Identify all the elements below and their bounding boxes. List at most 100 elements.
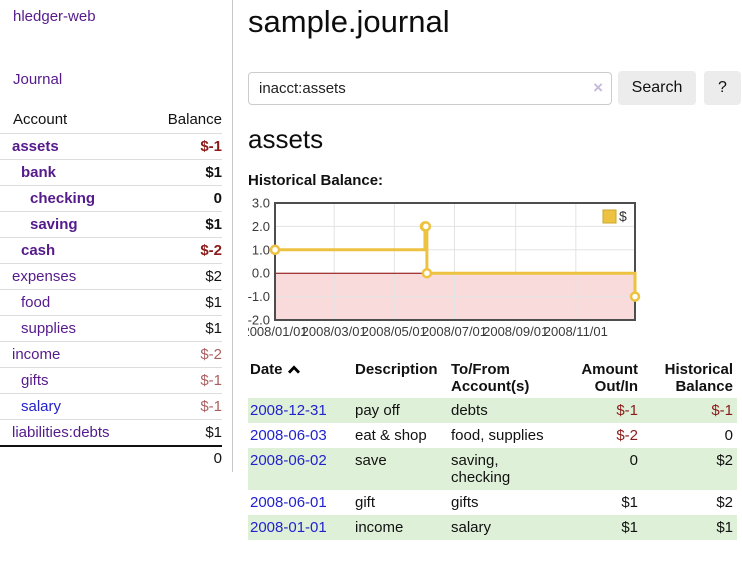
chart-title: Historical Balance: bbox=[248, 172, 384, 189]
x-axis-tick-label: 2008/05/01 bbox=[362, 324, 427, 339]
y-axis-tick-label: -2.0 bbox=[248, 313, 270, 328]
register-date-cell: 2008-06-02 bbox=[248, 448, 353, 490]
register-description-cell: income bbox=[355, 519, 404, 536]
register-date-cell: 2008-06-01 bbox=[248, 490, 353, 515]
register-balance-cell: $2 bbox=[716, 452, 733, 469]
account-name-cell: expenses bbox=[0, 263, 149, 290]
legend-label: $ bbox=[619, 208, 627, 224]
register-amount-cell: $-1 bbox=[616, 402, 638, 419]
account-balance: $-2 bbox=[148, 341, 222, 368]
accounts-header-balance: Balance bbox=[167, 111, 222, 128]
account-name-cell: salary bbox=[0, 393, 149, 420]
register-accounts-cell: debts bbox=[451, 402, 488, 419]
account-name-cell: gifts bbox=[0, 367, 149, 394]
x-axis-tick-label: 2008/03/01 bbox=[302, 324, 367, 339]
register-description-cell: pay off bbox=[355, 402, 400, 419]
register-amount-cell: $1 bbox=[621, 519, 638, 536]
sidebar-item-journal[interactable]: Journal bbox=[13, 71, 63, 88]
accounts-header-account: Account bbox=[13, 111, 68, 128]
data-point bbox=[269, 244, 281, 256]
chart-svg: $3.0 2.0 1.0 0.0 -1.0 -2.02008/01/012008/03/0… bbox=[242, 196, 641, 339]
account-name-cell: liabilities:debts bbox=[0, 419, 149, 446]
historical-balance-chart: $3.0 2.0 1.0 0.0 -1.0 -2.0 2008/01/01 2008/03/0… bbox=[242, 196, 737, 340]
register-amount-cell: $1 bbox=[621, 494, 638, 511]
account-link[interactable]: gifts bbox=[21, 372, 49, 389]
account-link[interactable]: cash bbox=[21, 242, 56, 259]
account-link[interactable]: saving bbox=[30, 216, 78, 233]
sort-ascending-icon bbox=[287, 365, 300, 374]
account-balance: $2 bbox=[148, 263, 222, 290]
register-header-accounts: To/From Account(s) bbox=[451, 361, 530, 395]
page-title: sample.journal bbox=[248, 4, 450, 39]
account-row: checking 0 bbox=[0, 185, 222, 212]
register-header-description: Description bbox=[355, 361, 438, 378]
search-bar: × Search ? bbox=[248, 71, 741, 105]
register-balance-cell: $1 bbox=[716, 519, 733, 536]
register-balance-cell: $2 bbox=[716, 494, 733, 511]
clear-search-icon[interactable]: × bbox=[593, 77, 603, 97]
account-link[interactable]: income bbox=[12, 346, 61, 363]
register-header-date[interactable]: Date bbox=[248, 358, 353, 398]
register-row: 2008-12-31 pay off debts $-1 $-1 bbox=[248, 398, 737, 423]
account-balance: 0 bbox=[148, 185, 222, 212]
account-row: cash $-2 bbox=[0, 237, 222, 264]
register-table: Date Description To/From Account(s) Amou… bbox=[248, 358, 737, 540]
search-button[interactable]: Search bbox=[618, 71, 696, 105]
register-balance-cell: $-1 bbox=[711, 402, 733, 419]
x-axis-tick-label: 2008/07/01 bbox=[422, 324, 487, 339]
account-name-cell: assets bbox=[0, 133, 149, 160]
account-balance: $1 bbox=[148, 211, 222, 238]
transaction-date-link[interactable]: 2008-01-01 bbox=[250, 519, 327, 536]
register-amount-cell: 0 bbox=[629, 452, 638, 469]
transaction-date-link[interactable]: 2008-06-03 bbox=[250, 427, 327, 444]
data-point bbox=[629, 291, 641, 302]
account-balance: $1 bbox=[148, 159, 222, 186]
register-accounts-cell: saving, checking bbox=[451, 452, 511, 486]
legend-swatch bbox=[602, 209, 617, 224]
account-row: saving $1 bbox=[0, 211, 222, 238]
account-name-cell: supplies bbox=[0, 315, 149, 342]
transaction-date-link[interactable]: 2008-06-02 bbox=[250, 452, 327, 469]
register-date-cell: 2008-01-01 bbox=[248, 515, 353, 540]
register-accounts-cell: gifts bbox=[451, 494, 479, 511]
account-link[interactable]: supplies bbox=[21, 320, 77, 337]
account-link[interactable]: bank bbox=[21, 164, 57, 181]
y-axis-tick-label: 1.0 bbox=[252, 242, 270, 257]
account-link[interactable]: liabilities:debts bbox=[12, 424, 110, 441]
transaction-date-link[interactable]: 2008-12-31 bbox=[250, 402, 327, 419]
account-balance: $1 bbox=[148, 289, 222, 316]
register-balance-cell: 0 bbox=[724, 427, 733, 444]
transaction-date-link[interactable]: 2008-06-01 bbox=[250, 494, 327, 511]
register-row: 2008-06-03 eat & shop food, supplies $-2… bbox=[248, 423, 737, 448]
accounts-total-value: 0 bbox=[148, 445, 222, 470]
account-link[interactable]: checking bbox=[30, 190, 96, 207]
account-row: food $1 bbox=[0, 289, 222, 316]
account-balance: $-1 bbox=[148, 393, 222, 420]
search-input[interactable] bbox=[248, 71, 612, 105]
account-link[interactable]: food bbox=[21, 294, 51, 311]
account-row: expenses $2 bbox=[0, 263, 222, 290]
register-header-amount: Amount Out/In bbox=[581, 361, 638, 395]
register-row: 2008-01-01 income salary $1 $1 bbox=[248, 515, 737, 540]
data-point bbox=[420, 221, 432, 232]
search-field-wrap: × bbox=[248, 71, 612, 105]
register-header-row: Date Description To/From Account(s) Amou… bbox=[248, 358, 737, 398]
account-link[interactable]: expenses bbox=[12, 268, 77, 285]
register-date-cell: 2008-06-03 bbox=[248, 423, 353, 448]
register-accounts-cell: salary bbox=[451, 519, 492, 536]
sidebar: hledger-web Journal Account Balance asse… bbox=[0, 0, 233, 472]
brand-link[interactable]: hledger-web bbox=[13, 8, 96, 25]
register-description-cell: gift bbox=[355, 494, 376, 511]
y-axis-tick-label: 0.0 bbox=[252, 266, 270, 281]
account-name-cell: income bbox=[0, 341, 149, 368]
account-row: supplies $1 bbox=[0, 315, 222, 342]
x-axis-tick-label: 2008/11/01 bbox=[544, 324, 608, 339]
x-axis-tick-label: 2008/01/01 bbox=[248, 324, 308, 339]
y-axis-tick-label: 3.0 bbox=[252, 198, 270, 211]
account-row: bank $1 bbox=[0, 159, 222, 186]
account-link[interactable]: salary bbox=[21, 398, 62, 415]
page: hledger-web Journal Account Balance asse… bbox=[0, 0, 741, 540]
account-link[interactable]: assets bbox=[12, 138, 59, 155]
data-point bbox=[421, 267, 433, 279]
help-button[interactable]: ? bbox=[704, 71, 741, 105]
